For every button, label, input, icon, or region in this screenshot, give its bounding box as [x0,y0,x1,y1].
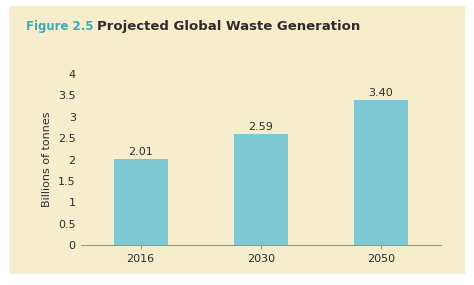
Text: Projected Global Waste Generation: Projected Global Waste Generation [97,20,360,33]
Bar [354,100,408,245]
Bar [234,135,288,245]
Text: 3.40: 3.40 [368,87,393,97]
Y-axis label: Billions of tonnes: Billions of tonnes [42,112,53,207]
Text: 2.01: 2.01 [128,147,153,157]
Text: Figure 2.5: Figure 2.5 [26,20,94,33]
Bar [114,159,168,245]
Text: 2.59: 2.59 [248,122,273,132]
